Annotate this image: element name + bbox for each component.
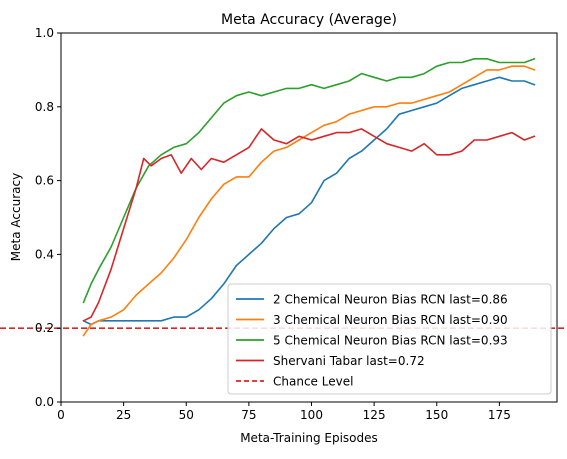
series-layer — [82, 57, 536, 337]
x-tick-label: 25 — [116, 408, 131, 422]
x-tick-label: 0 — [57, 408, 65, 422]
y-tick-label: 0.8 — [35, 100, 54, 114]
y-tick-label: 0.4 — [35, 247, 54, 261]
y-tick-label: 0.6 — [35, 174, 54, 188]
x-tick-label: 125 — [363, 408, 386, 422]
y-tick-label: 0.2 — [35, 321, 54, 335]
y-tick-label: 1.0 — [35, 26, 54, 40]
x-tick-label: 75 — [241, 408, 256, 422]
y-tick-label: 0.0 — [35, 395, 54, 409]
legend-label-3: 5 Chemical Neuron Bias RCN last=0.93 — [273, 334, 508, 348]
legend-label-2: 3 Chemical Neuron Bias RCN last=0.90 — [273, 313, 508, 327]
x-tick-label: 50 — [179, 408, 194, 422]
y-axis: 0.0 0.2 0.4 0.6 0.8 1.0 — [35, 26, 61, 409]
x-tick-label: 150 — [425, 408, 448, 422]
series-line-1 — [82, 76, 536, 326]
x-axis-label: Meta-Training Episodes — [240, 431, 378, 445]
legend: 2 Chemical Neuron Bias RCN last=0.86 3 Ch… — [227, 283, 552, 395]
chart-title: Meta Accuracy (Average) — [221, 12, 397, 28]
plot-frame — [60, 32, 558, 403]
series-line-2 — [82, 65, 536, 337]
x-axis: 0 25 50 75 100 125 150 175 — [57, 402, 511, 422]
y-axis-label: Meta Accuracy — [9, 173, 23, 261]
legend-frame — [227, 283, 552, 395]
legend-items: 2 Chemical Neuron Bias RCN last=0.86 3 Ch… — [236, 293, 508, 389]
legend-label-4: Shervani Tabar last=0.72 — [273, 354, 425, 368]
x-tick-label: 100 — [300, 408, 323, 422]
legend-label-5: Chance Level — [273, 375, 353, 389]
series-line-4 — [82, 128, 536, 322]
legend-label-1: 2 Chemical Neuron Bias RCN last=0.86 — [273, 293, 508, 307]
series-line-3 — [82, 57, 536, 304]
x-tick-label: 175 — [488, 408, 511, 422]
